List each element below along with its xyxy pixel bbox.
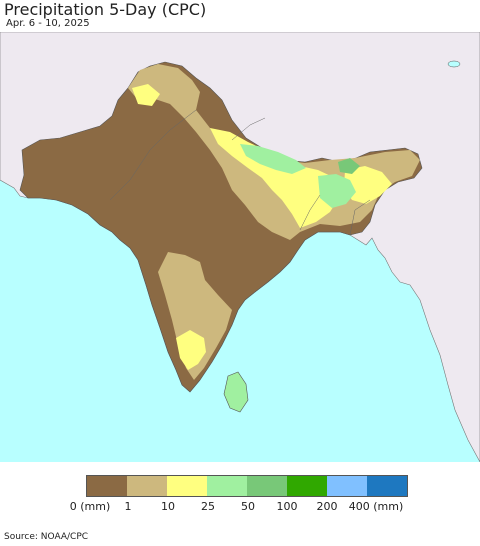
legend-labels: 0 (mm) 1 10 25 50 100 200 400 (mm) bbox=[0, 500, 480, 516]
legend-label-5: 100 bbox=[276, 500, 298, 513]
region-10mm-kashmir bbox=[132, 84, 160, 106]
legend-swatch-0 bbox=[87, 476, 127, 496]
legend-label-0: 0 (mm) bbox=[69, 500, 111, 513]
legend-label-4: 50 bbox=[241, 500, 255, 513]
map-date-range: Apr. 6 - 10, 2025 bbox=[6, 18, 90, 29]
sri-lanka bbox=[223, 371, 249, 413]
legend-color-bar bbox=[86, 475, 408, 497]
legend-swatch-1 bbox=[127, 476, 167, 496]
legend-label-1: 1 bbox=[124, 500, 132, 513]
legend-label-2: 10 bbox=[161, 500, 175, 513]
map-title: Precipitation 5-Day (CPC) bbox=[4, 0, 207, 19]
border-lines bbox=[109, 109, 371, 236]
legend-swatch-5 bbox=[287, 476, 327, 496]
legend-swatch-7 bbox=[367, 476, 407, 496]
legend-swatch-4 bbox=[247, 476, 287, 496]
legend-swatch-2 bbox=[167, 476, 207, 496]
source-credit: Source: NOAA/CPC bbox=[4, 532, 89, 542]
region-25mm-bengal bbox=[318, 174, 356, 208]
legend-swatch-6 bbox=[327, 476, 367, 496]
region-land-dry bbox=[19, 61, 423, 393]
region-25mm-srilanka bbox=[224, 372, 248, 412]
lake bbox=[447, 60, 461, 68]
legend-label-6: 200 bbox=[316, 500, 338, 513]
region-10mm-himalaya bbox=[210, 128, 340, 228]
region-50mm-northeast bbox=[338, 158, 360, 174]
region-25mm-nepal bbox=[240, 144, 306, 174]
region-10mm-south bbox=[176, 330, 206, 370]
legend-swatch-3 bbox=[207, 476, 247, 496]
precipitation-map bbox=[0, 32, 480, 462]
legend-label-7: 400 (mm) bbox=[348, 500, 404, 513]
region-1mm-south bbox=[158, 252, 232, 380]
legend-label-3: 25 bbox=[201, 500, 215, 513]
region-10mm-northeast bbox=[344, 166, 392, 204]
